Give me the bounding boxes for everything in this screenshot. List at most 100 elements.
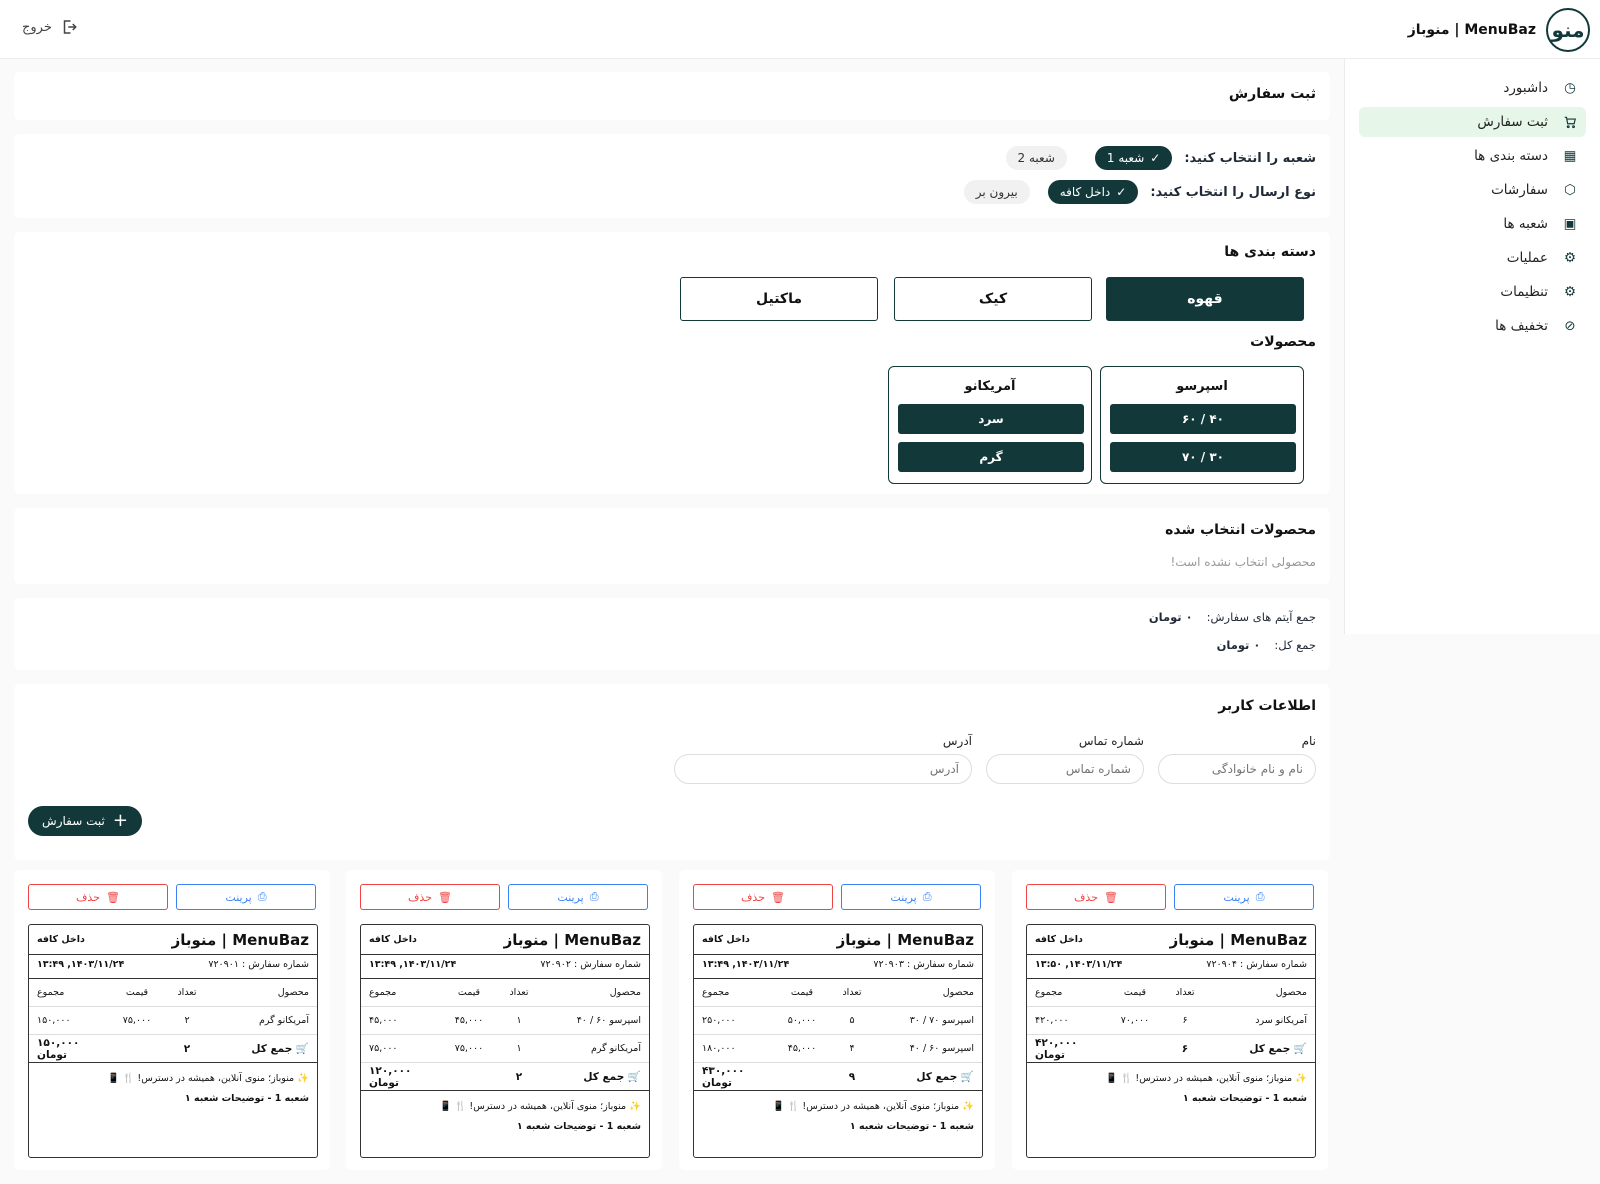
total-qty: ۲ — [183, 1042, 191, 1055]
grand-total-label: جمع کل: — [1274, 638, 1316, 652]
delete-button[interactable]: حذف 🗑 — [693, 884, 833, 910]
sidebar-item-branches[interactable]: ▣ شعبه ها — [1359, 209, 1586, 239]
categories-title: دسته بندی ها — [1224, 244, 1316, 260]
total-amount: ۴۳۰,۰۰۰ تومان — [702, 1064, 745, 1089]
user-info-card: اطلاعات کاربر نام شماره تماس آدرس ثبت سف… — [14, 684, 1330, 860]
col-product: محصول — [1275, 987, 1307, 998]
sidebar-item-discounts[interactable]: ⊘ تخفیف ها — [1359, 311, 1586, 341]
delete-label: حذف — [408, 890, 432, 904]
item-product: اسپرسو ۶۰ / ۴۰ — [576, 1015, 641, 1026]
totals-card: جمع آیتم های سفارش: ۰ تومان جمع کل: ۰ تو… — [14, 598, 1330, 670]
delete-button[interactable]: حذف 🗑 — [360, 884, 500, 910]
logout-button[interactable]: خروج — [22, 18, 78, 36]
item-price: ۷۵,۰۰۰ — [454, 1043, 484, 1054]
item-price: ۴۵,۰۰۰ — [787, 1043, 817, 1054]
total-text: جمع کل — [583, 1071, 625, 1083]
box-icon: ⬡ — [1564, 182, 1576, 198]
print-button[interactable]: پرینت ⎙ — [508, 884, 648, 910]
settings-icon: ⚙ — [1563, 284, 1577, 300]
col-sum: مجموع — [702, 987, 730, 998]
check-icon: ✓ — [1150, 151, 1161, 165]
order-number: شماره سفارش : ۷۲۰۹۰۳ — [873, 959, 974, 974]
variant-button[interactable]: ۶۰ / ۴۰ — [1110, 404, 1296, 434]
gear-icon: ⚙ — [1563, 250, 1577, 266]
item-qty: ۶ — [1182, 1015, 1188, 1026]
category-cake[interactable]: کیک — [894, 277, 1092, 321]
sidebar-item-orders[interactable]: ⬡ سفارشات — [1359, 175, 1586, 205]
item-sum: ۴۵,۰۰۰ — [369, 1015, 398, 1026]
delete-button[interactable]: حذف 🗑 — [28, 884, 168, 910]
variant-button[interactable]: سرد — [898, 404, 1084, 434]
receipt-header-row: محصول تعداد قیمت مجموع — [29, 979, 317, 1007]
total-label: 🛒 جمع کل — [541, 1070, 641, 1083]
receipt-footer-branch: شعبه 1 - توضیحات شعبه ۱ — [184, 1093, 309, 1104]
print-button[interactable]: پرینت ⎙ — [841, 884, 981, 910]
delivery-chip-dine-in[interactable]: ✓ داخل کافه — [1047, 180, 1139, 204]
receipt-type: داخل کافه — [1035, 934, 1083, 945]
receipt-item-row: آمریکانو سرد ۶ ۷۰,۰۰۰ ۴۲۰,۰۰۰ — [1027, 1007, 1315, 1035]
sidebar-item-new-order[interactable]: ثبت سفارش — [1359, 107, 1586, 137]
selected-products-card: محصولات انتخاب شده محصولی انتخاب نشده اس… — [14, 508, 1330, 584]
print-button[interactable]: پرینت ⎙ — [176, 884, 316, 910]
variant-button[interactable]: گرم — [898, 442, 1084, 472]
delete-label: حذف — [741, 890, 765, 904]
receipt-brand: MenuBaz | منوباز — [836, 930, 974, 949]
sidebar-item-settings[interactable]: ⚙ تنظیمات — [1359, 277, 1586, 307]
category-mocktail[interactable]: ماکتیل — [680, 277, 878, 321]
variant-button[interactable]: ۷۰ / ۳۰ — [1110, 442, 1296, 472]
logo: منو — [1546, 8, 1590, 52]
item-product: اسپرسو ۷۰ / ۳۰ — [909, 1015, 974, 1026]
col-product: محصول — [942, 987, 974, 998]
selected-empty-text: محصولی انتخاب نشده است! — [1170, 555, 1317, 569]
name-input[interactable] — [1158, 754, 1316, 784]
total-label: 🛒 جمع کل — [209, 1042, 309, 1055]
sidebar-item-label: سفارشات — [1491, 182, 1548, 198]
receipt-footer-branch: شعبه 1 - توضیحات شعبه ۱ — [1182, 1093, 1307, 1104]
order-number-label: شماره سفارش : — [574, 959, 641, 970]
branch-chip-1[interactable]: ✓ شعبه 1 — [1094, 146, 1173, 170]
receipt-card: پرینت ⎙ حذف 🗑 MenuBaz | منوباز داخل کافه شم… — [14, 870, 330, 1170]
product-card-americano: آمریکانو سرد گرم — [888, 366, 1092, 484]
category-coffee[interactable]: قهوه — [1106, 277, 1304, 321]
delivery-chip-takeaway[interactable]: بیرون بر — [963, 180, 1030, 204]
sidebar-item-label: تخفیف ها — [1495, 318, 1548, 334]
address-input[interactable] — [674, 754, 972, 784]
order-datetime: ۱۴۰۳/۱۱/۲۴, ۱۳:۵۰ — [1035, 959, 1123, 970]
order-number: شماره سفارش : ۷۲۰۹۰۲ — [540, 959, 641, 974]
col-price: قیمت — [125, 987, 149, 998]
dashboard-icon: ◷ — [1564, 80, 1576, 96]
submit-order-button[interactable]: ثبت سفارش + — [28, 806, 142, 836]
print-label: پرینت — [1223, 890, 1250, 904]
sidebar-item-dashboard[interactable]: ◷ داشبورد — [1359, 73, 1586, 103]
receipt-total-row: 🛒 جمع کل ۲ ۱۲۰,۰۰۰ تومان — [361, 1063, 649, 1091]
receipt-footer-branch: شعبه 1 - توضیحات شعبه ۱ — [516, 1121, 641, 1132]
total-text: جمع کل — [251, 1043, 293, 1055]
phone-label: شماره تماس — [1078, 734, 1144, 748]
receipt-item-row: اسپرسو ۶۰ / ۴۰ ۴ ۴۵,۰۰۰ ۱۸۰,۰۰۰ — [694, 1035, 982, 1063]
cart-icon: 🛒 — [1293, 1043, 1307, 1055]
printer-icon: ⎙ — [1255, 890, 1265, 903]
item-sum: ۴۲۰,۰۰۰ — [1035, 1015, 1069, 1026]
sidebar-item-operations[interactable]: ⚙ عملیات — [1359, 243, 1586, 273]
receipt-item-row: اسپرسو ۶۰ / ۴۰ ۱ ۴۵,۰۰۰ ۴۵,۰۰۰ — [361, 1007, 649, 1035]
delete-label: حذف — [1074, 890, 1098, 904]
cart-icon: 🛒 — [627, 1071, 641, 1083]
order-number: شماره سفارش : ۷۲۰۹۰۴ — [1206, 959, 1307, 974]
delete-button[interactable]: حذف 🗑 — [1026, 884, 1166, 910]
print-button[interactable]: پرینت ⎙ — [1174, 884, 1314, 910]
store-icon: ▣ — [1563, 216, 1577, 232]
grid-icon: ▦ — [1563, 148, 1577, 164]
item-qty: ۱ — [516, 1043, 522, 1054]
sidebar-item-categories[interactable]: ▦ دسته بندی ها — [1359, 141, 1586, 171]
phone-input[interactable] — [986, 754, 1144, 784]
order-number-label: شماره سفارش : — [242, 959, 309, 970]
delivery-label: نوع ارسال را انتخاب کنید: — [1150, 184, 1316, 200]
item-product: آمریکانو گرم — [259, 1015, 309, 1026]
branch-chip-2[interactable]: شعبه 2 — [1005, 146, 1067, 170]
name-label: نام — [1301, 734, 1316, 748]
chip-label: بیرون بر — [975, 185, 1018, 199]
receipt-item-row: آمریکانو گرم ۲ ۷۵,۰۰۰ ۱۵۰,۰۰۰ — [29, 1007, 317, 1035]
total-label: 🛒 جمع کل — [874, 1070, 974, 1083]
order-datetime: ۱۴۰۳/۱۱/۲۴, ۱۳:۴۹ — [702, 959, 790, 970]
plus-icon: + — [112, 810, 128, 831]
